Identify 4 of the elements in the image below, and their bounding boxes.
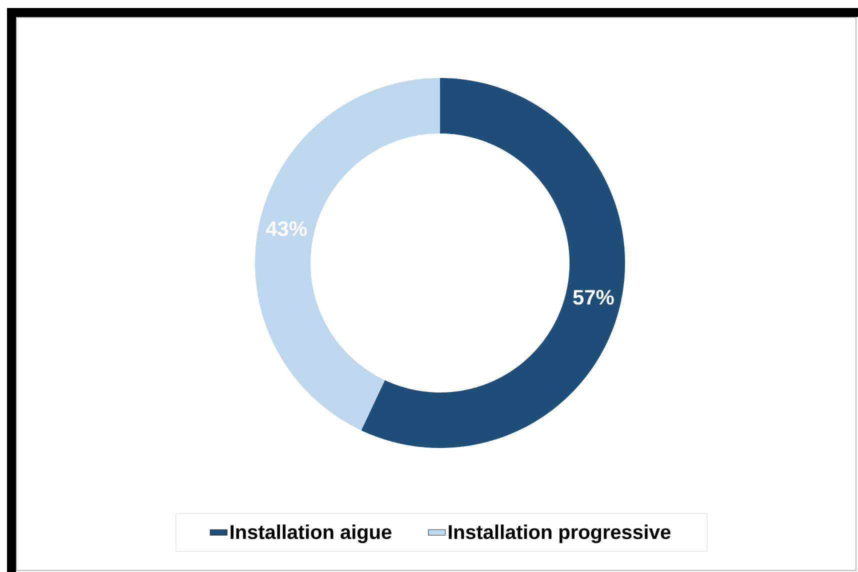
data-label: 57% (573, 290, 614, 305)
legend-label: Installation progressive (448, 524, 670, 544)
data-label: 43% (266, 221, 307, 236)
legend-label: Installation aigue (230, 524, 392, 544)
